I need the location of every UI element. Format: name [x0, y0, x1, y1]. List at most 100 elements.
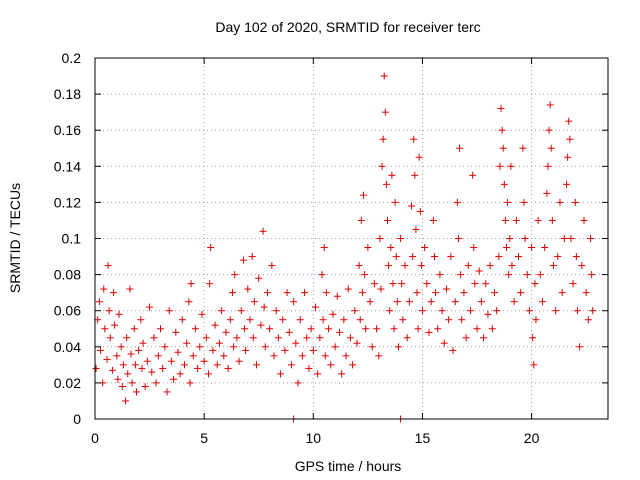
- data-point: [189, 352, 197, 360]
- data-point: [255, 274, 263, 282]
- data-point: [95, 298, 103, 306]
- data-point: [141, 383, 149, 391]
- data-point: [544, 162, 552, 170]
- data-point: [123, 334, 131, 342]
- data-point: [331, 343, 339, 351]
- data-point: [529, 334, 537, 342]
- data-point: [517, 289, 525, 297]
- data-point: [253, 361, 261, 369]
- data-point: [126, 285, 134, 293]
- data-point: [194, 364, 202, 372]
- data-point: [128, 379, 136, 387]
- data-point: [329, 310, 337, 318]
- data-point: [582, 289, 590, 297]
- y-axis-label: SRMTID / TECUs: [7, 183, 23, 293]
- data-point: [114, 375, 122, 383]
- data-point: [213, 361, 221, 369]
- data-point: [138, 364, 146, 372]
- data-point: [423, 280, 431, 288]
- data-point: [320, 244, 328, 252]
- data-point: [378, 162, 386, 170]
- data-point: [108, 366, 116, 374]
- data-point: [484, 310, 492, 318]
- data-point: [454, 235, 462, 242]
- data-point: [386, 307, 394, 315]
- data-point: [482, 280, 490, 288]
- data-point: [498, 126, 506, 134]
- data-point: [398, 280, 406, 288]
- data-point: [132, 388, 140, 396]
- data-point: [440, 339, 448, 347]
- data-point: [493, 307, 501, 315]
- data-point: [152, 379, 160, 387]
- data-point: [497, 105, 505, 113]
- data-point: [318, 271, 326, 279]
- data-point: [466, 307, 474, 315]
- data-point: [261, 343, 269, 351]
- data-point: [399, 316, 407, 324]
- data-point: [414, 325, 422, 333]
- data-point: [434, 325, 442, 333]
- data-point: [117, 343, 125, 351]
- data-point: [211, 321, 219, 329]
- data-point: [547, 144, 555, 152]
- data-point: [285, 328, 293, 336]
- data-point: [215, 339, 223, 347]
- data-point: [360, 191, 368, 199]
- data-point: [346, 334, 354, 342]
- data-point: [176, 370, 184, 378]
- data-point: [464, 262, 472, 270]
- data-point: [165, 307, 173, 315]
- data-point: [279, 316, 287, 324]
- data-point: [307, 325, 315, 333]
- data-point: [104, 262, 112, 270]
- data-point: [502, 244, 510, 252]
- data-point: [340, 316, 348, 324]
- data-point: [309, 346, 317, 354]
- data-point: [266, 325, 274, 333]
- data-point: [512, 216, 520, 224]
- data-point: [353, 339, 361, 347]
- data-point: [272, 307, 280, 315]
- data-point: [469, 171, 477, 179]
- data-point: [283, 289, 291, 297]
- data-point: [473, 325, 481, 333]
- data-point: [563, 180, 571, 188]
- data-point: [181, 361, 189, 369]
- data-point: [131, 361, 139, 369]
- y-tick-label: 0.14: [54, 158, 81, 174]
- data-point: [488, 325, 496, 333]
- data-point: [321, 352, 329, 360]
- x-tick-label: 10: [306, 430, 322, 446]
- data-point: [572, 253, 580, 261]
- data-point: [143, 357, 151, 365]
- data-point: [366, 298, 374, 306]
- data-point: [358, 289, 366, 297]
- data-point: [427, 298, 435, 306]
- data-point: [432, 289, 440, 297]
- data-point: [226, 316, 234, 324]
- data-point: [393, 298, 401, 306]
- data-point: [118, 383, 126, 391]
- data-point: [507, 162, 515, 170]
- data-point: [135, 346, 143, 354]
- data-point: [549, 262, 557, 270]
- y-tick-label: 0.2: [62, 50, 82, 66]
- data-point: [327, 361, 335, 369]
- data-point: [409, 253, 417, 261]
- data-point: [292, 339, 300, 347]
- y-tick-label: 0.08: [54, 267, 81, 283]
- data-point: [508, 262, 516, 270]
- data-point: [532, 316, 540, 324]
- data-point: [338, 370, 346, 378]
- data-point: [239, 256, 247, 264]
- data-point: [520, 198, 528, 206]
- data-points: [92, 72, 597, 423]
- data-point: [362, 325, 370, 333]
- data-point: [237, 307, 245, 315]
- data-point: [379, 135, 387, 143]
- data-point: [587, 235, 595, 242]
- data-point: [388, 171, 396, 179]
- data-point: [364, 244, 372, 252]
- data-point: [546, 101, 554, 109]
